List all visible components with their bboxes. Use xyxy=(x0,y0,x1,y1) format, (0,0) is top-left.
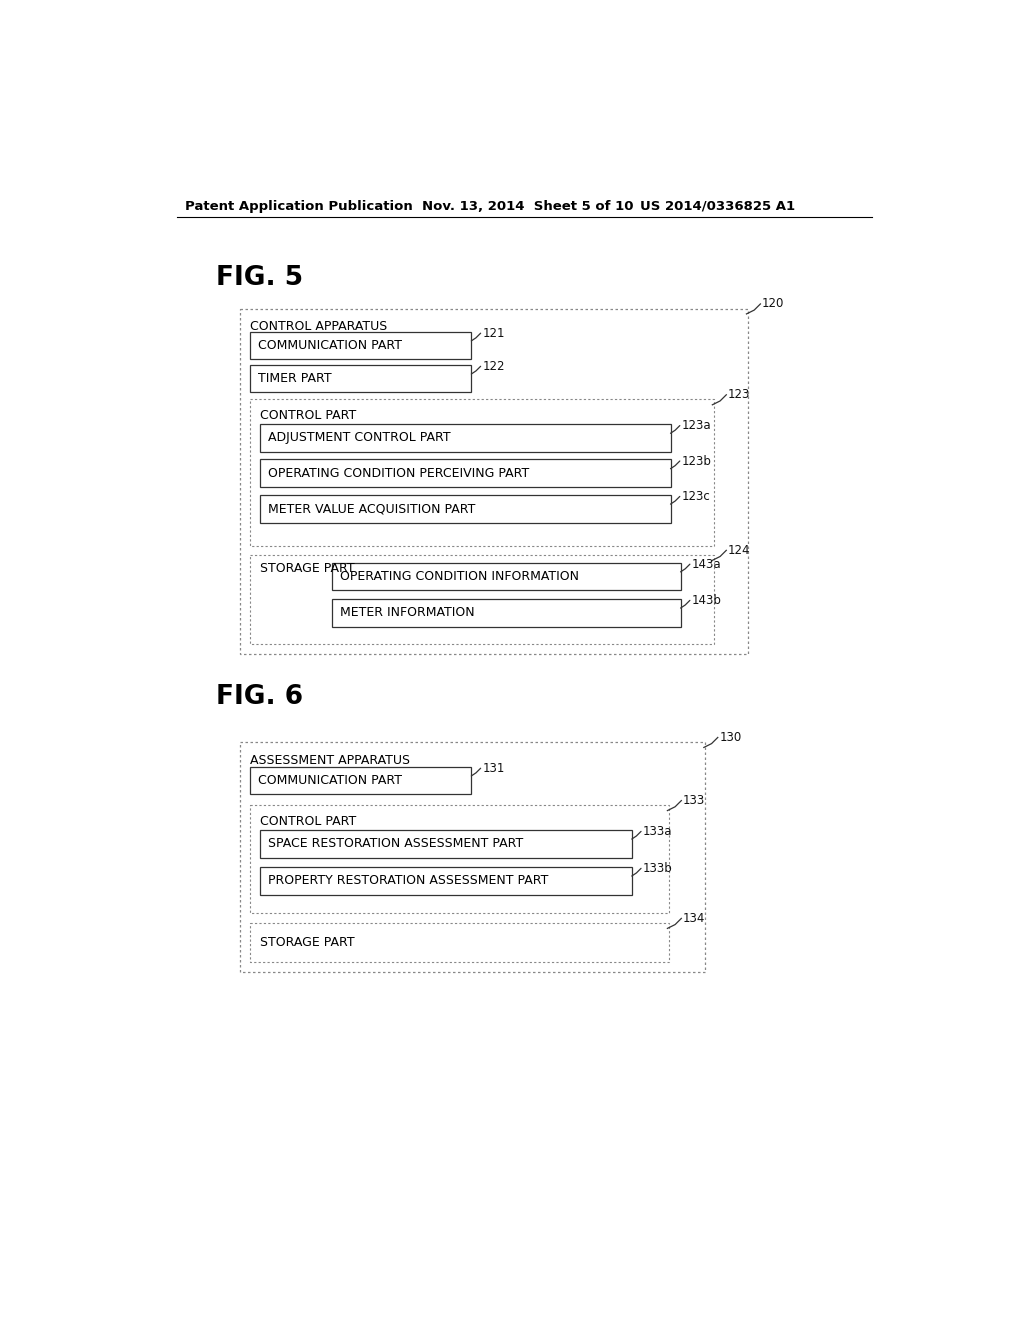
Text: COMMUNICATION PART: COMMUNICATION PART xyxy=(258,774,402,787)
Text: 143b: 143b xyxy=(691,594,721,607)
Bar xyxy=(251,331,471,359)
Bar xyxy=(260,867,632,895)
Text: US 2014/0336825 A1: US 2014/0336825 A1 xyxy=(640,199,795,213)
Bar xyxy=(241,742,706,972)
Bar xyxy=(251,923,669,961)
Text: OPERATING CONDITION INFORMATION: OPERATING CONDITION INFORMATION xyxy=(340,570,579,583)
Bar xyxy=(251,400,714,545)
Text: 134: 134 xyxy=(683,912,706,925)
Text: 123c: 123c xyxy=(681,490,710,503)
Text: 143a: 143a xyxy=(691,557,721,570)
Text: PROPERTY RESTORATION ASSESSMENT PART: PROPERTY RESTORATION ASSESSMENT PART xyxy=(267,874,548,887)
Text: 124: 124 xyxy=(728,544,751,557)
Bar xyxy=(260,424,671,451)
Text: 130: 130 xyxy=(719,731,741,744)
Bar xyxy=(251,805,669,913)
Text: 123a: 123a xyxy=(681,418,711,432)
Text: CONTROL APPARATUS: CONTROL APPARATUS xyxy=(250,321,387,333)
Bar xyxy=(260,830,632,858)
Text: FIG. 5: FIG. 5 xyxy=(216,264,303,290)
Bar xyxy=(251,364,471,392)
Text: SPACE RESTORATION ASSESSMENT PART: SPACE RESTORATION ASSESSMENT PART xyxy=(267,837,522,850)
Bar xyxy=(332,562,681,590)
Bar xyxy=(260,495,671,523)
Text: Patent Application Publication: Patent Application Publication xyxy=(184,199,413,213)
Text: OPERATING CONDITION PERCEIVING PART: OPERATING CONDITION PERCEIVING PART xyxy=(267,467,528,480)
Text: 120: 120 xyxy=(762,297,784,310)
Bar xyxy=(251,554,714,644)
Bar xyxy=(251,767,471,795)
Text: Nov. 13, 2014  Sheet 5 of 10: Nov. 13, 2014 Sheet 5 of 10 xyxy=(423,199,634,213)
Text: CONTROL PART: CONTROL PART xyxy=(260,816,356,828)
Bar xyxy=(241,309,748,653)
Text: METER VALUE ACQUISITION PART: METER VALUE ACQUISITION PART xyxy=(267,502,475,515)
Text: METER INFORMATION: METER INFORMATION xyxy=(340,606,474,619)
Text: 133: 133 xyxy=(683,795,706,807)
Text: FIG. 6: FIG. 6 xyxy=(216,684,303,710)
Text: 123b: 123b xyxy=(681,454,712,467)
Text: COMMUNICATION PART: COMMUNICATION PART xyxy=(258,339,402,352)
Text: TIMER PART: TIMER PART xyxy=(258,372,332,385)
Text: ADJUSTMENT CONTROL PART: ADJUSTMENT CONTROL PART xyxy=(267,432,451,445)
Text: 133b: 133b xyxy=(643,862,673,875)
Text: 131: 131 xyxy=(482,762,505,775)
Text: ASSESSMENT APPARATUS: ASSESSMENT APPARATUS xyxy=(250,754,410,767)
Text: 122: 122 xyxy=(482,360,505,372)
Text: 123: 123 xyxy=(728,388,751,401)
Text: STORAGE PART: STORAGE PART xyxy=(260,562,354,576)
Bar xyxy=(260,459,671,487)
Text: STORAGE PART: STORAGE PART xyxy=(260,936,354,949)
Text: 121: 121 xyxy=(482,326,505,339)
Bar xyxy=(332,599,681,627)
Text: 133a: 133a xyxy=(643,825,672,838)
Text: CONTROL PART: CONTROL PART xyxy=(260,409,356,422)
